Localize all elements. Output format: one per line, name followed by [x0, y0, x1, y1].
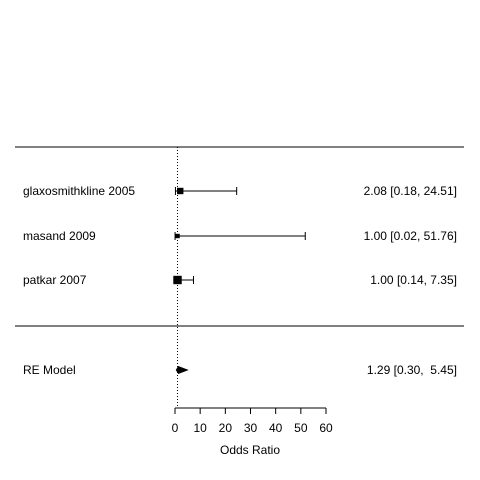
x-tick-label: 10	[193, 421, 207, 435]
study-estimate-text: 1.00 [0.14, 7.35]	[370, 273, 457, 287]
x-tick-label: 20	[219, 421, 233, 435]
study-estimate-text: 1.00 [0.02, 51.76]	[364, 229, 457, 243]
study-row: masand 2009 1.00 [0.02, 51.76]	[23, 229, 457, 243]
x-tick-label: 40	[269, 421, 283, 435]
study-rows: glaxosmithkline 2005 2.08 [0.18, 24.51] ma…	[23, 184, 457, 287]
x-tick-label: 50	[294, 421, 308, 435]
study-estimate-text: 2.08 [0.18, 24.51]	[364, 184, 457, 198]
x-tick-label: 0	[172, 421, 179, 435]
summary-estimate-text: 1.29 [0.30, 5.45]	[367, 363, 457, 377]
study-label: patkar 2007	[23, 273, 87, 287]
study-row: glaxosmithkline 2005 2.08 [0.18, 24.51]	[23, 184, 457, 198]
x-tick-label: 30	[244, 421, 258, 435]
point-estimate	[175, 233, 180, 239]
summary-label: RE Model	[23, 363, 76, 377]
point-estimate	[177, 187, 184, 195]
x-axis: 0 10 20 30 40 50 60	[172, 407, 333, 435]
study-row: patkar 2007 1.00 [0.14, 7.35]	[23, 273, 457, 287]
summary-row: RE Model 1.29 [0.30, 5.45]	[23, 363, 457, 377]
point-estimate	[173, 275, 182, 285]
x-tick-label: 60	[319, 421, 333, 435]
study-label: glaxosmithkline 2005	[23, 184, 135, 198]
x-axis-label: Odds Ratio	[220, 443, 280, 457]
study-label: masand 2009	[23, 229, 96, 243]
summary-diamond	[175, 366, 189, 374]
